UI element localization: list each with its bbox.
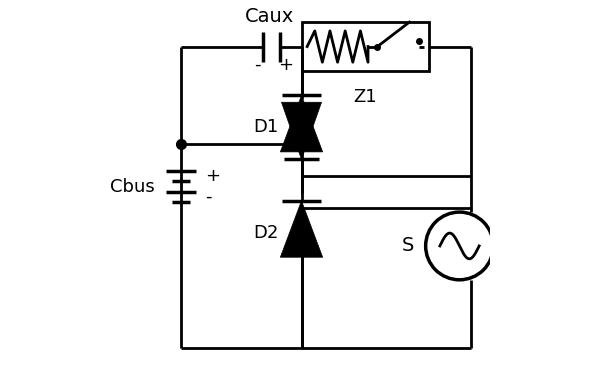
Text: -: - (254, 56, 260, 74)
Text: -: - (206, 188, 212, 206)
Text: +: + (206, 167, 221, 185)
Bar (302, 22, 429, 71)
Text: D2: D2 (253, 224, 279, 242)
Text: S: S (402, 236, 414, 255)
Polygon shape (282, 102, 321, 160)
Polygon shape (280, 96, 323, 152)
Text: +: + (278, 56, 293, 74)
Text: D1: D1 (254, 119, 279, 136)
Polygon shape (280, 201, 323, 257)
Text: Cbus: Cbus (110, 177, 155, 196)
Text: Z1: Z1 (353, 88, 377, 106)
Text: Caux: Caux (245, 7, 294, 26)
